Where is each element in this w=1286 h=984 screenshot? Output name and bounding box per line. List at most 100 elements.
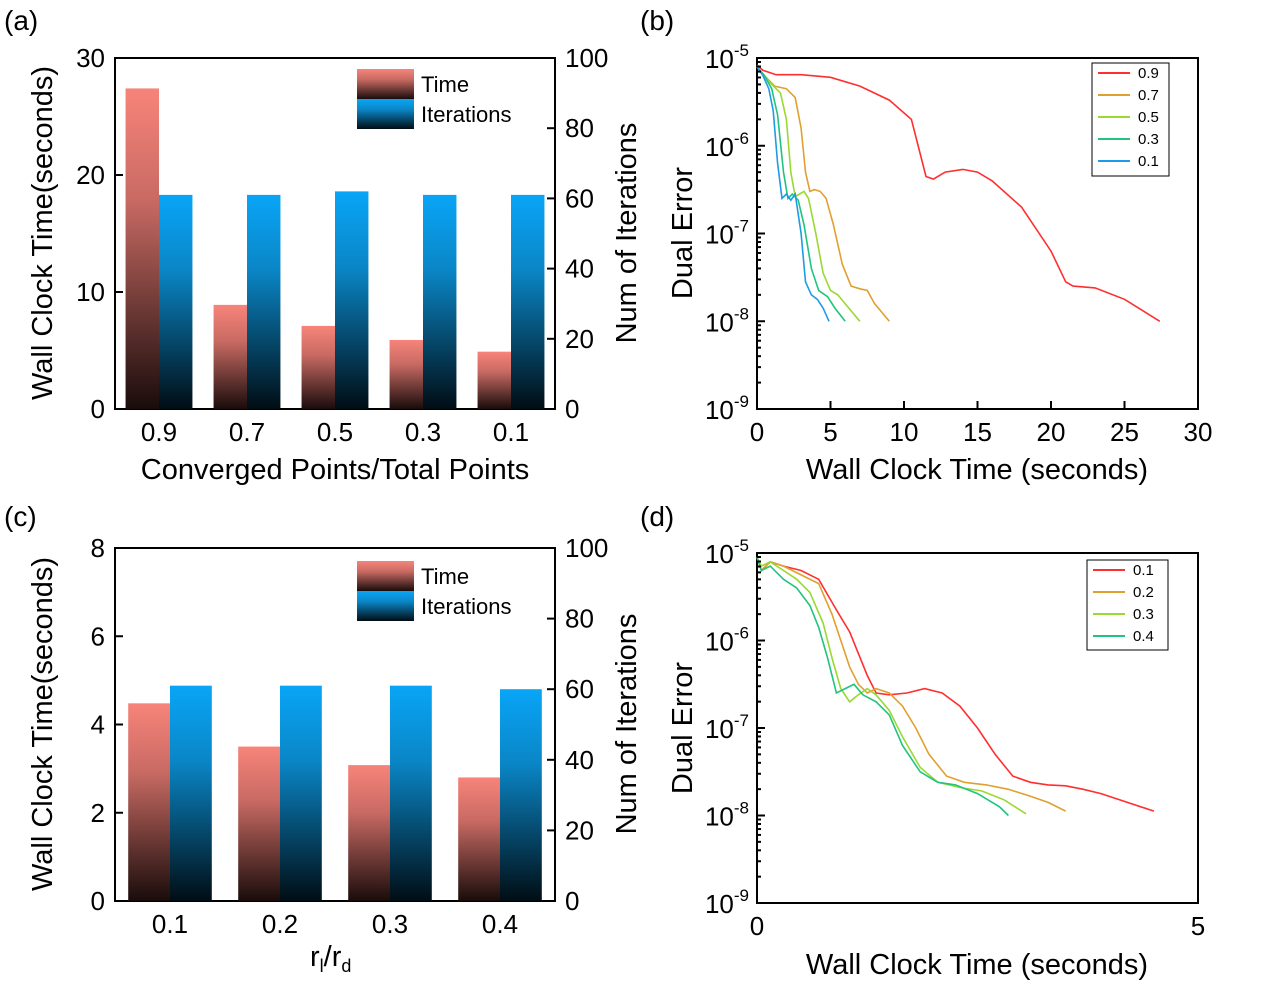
- panel-b-series-line: [756, 64, 1161, 322]
- panel-d-ytick-label: 10-5: [705, 536, 749, 569]
- panel-b-ytick-label: 10-7: [705, 217, 749, 250]
- panel-c-ylabel-left: Wall Clock Time(seconds): [27, 557, 59, 891]
- panel-b-xlabel: Wall Clock Time (seconds): [806, 454, 1148, 486]
- panel-c-bar-iterations: [500, 689, 542, 901]
- panel-d-legend-label: 0.3: [1133, 606, 1154, 623]
- legend-a-iter-label: Iterations: [421, 102, 512, 127]
- panel-c-ytick-right-label: 100: [565, 533, 608, 563]
- legend-c-time-label: Time: [421, 564, 469, 589]
- panel-d-ticks: 0 5 10-9 10-8 10-7 10-6 10-5: [705, 536, 1205, 941]
- legend-c-iter-swatch: [357, 591, 414, 621]
- panel-d-ytick-label: 10-8: [705, 799, 749, 832]
- panel-b-xtick-label: 30: [1184, 417, 1213, 447]
- panel-b-series-line: [756, 66, 890, 322]
- panel-d-series-line: [756, 557, 1067, 812]
- panel-c-bars: [128, 685, 542, 901]
- panel-a-ylabel-right: Num of Iterations: [611, 123, 643, 344]
- panel-b-ticks: 0 5 10 15 20 25 30 10-9 10-8 10-7 10-6 10-5: [705, 41, 1213, 447]
- panel-d-series-line: [756, 557, 1027, 815]
- panel-c-xtick-label: 0.4: [482, 909, 518, 939]
- panel-b-ytick-label: 10-5: [705, 41, 749, 74]
- panel-c-xtick-label: 0.2: [262, 909, 298, 939]
- panel-b-series-line: [756, 66, 846, 322]
- panel-a-ytick-left-label: 30: [76, 43, 105, 73]
- panel-b-ytick-label: 10-8: [705, 304, 749, 337]
- panel-c-ytick-right-label: 20: [565, 815, 594, 845]
- panel-a-bar-iterations: [423, 194, 457, 409]
- panel-b-xtick-label: 5: [823, 417, 837, 447]
- panel-b-ytick-label: 10-6: [705, 129, 749, 162]
- panel-d-lines: [756, 557, 1155, 817]
- legend-a-time-swatch: [357, 69, 414, 99]
- panel-b-xtick-label: 25: [1110, 417, 1139, 447]
- legend-b-box: [1091, 62, 1170, 177]
- panel-a-bar-time: [125, 88, 159, 410]
- panel-d-ytick-label: 10-6: [705, 624, 749, 657]
- panel-c-bar-iterations: [170, 685, 212, 901]
- panel-a-ytick-right-label: 60: [565, 183, 594, 213]
- panel-c-bar-time: [128, 703, 170, 901]
- panel-a-ytick-left-label: 0: [91, 394, 105, 424]
- panel-c-ylabel-right: Num of Iterations: [611, 614, 643, 835]
- panel-label-a: (a): [4, 5, 38, 36]
- panel-b-legend-label: 0.7: [1138, 87, 1159, 104]
- panel-b-xtick-label: 15: [963, 417, 992, 447]
- panel-b-ylabel: Dual Error: [667, 167, 699, 299]
- panel-b-lines: [756, 64, 1161, 322]
- panel-c-bar-time: [348, 765, 390, 901]
- panel-label-c: (c): [4, 501, 37, 532]
- panel-c-ytick-left-label: 0: [91, 886, 105, 916]
- panel-a-bar-iterations: [335, 191, 369, 409]
- panel-b-legend-label: 0.5: [1138, 109, 1159, 126]
- panel-d-xtick-label: 0: [750, 911, 764, 941]
- panel-c-ytick-left-label: 2: [91, 798, 105, 828]
- panel-a-ytick-right-label: 0: [565, 394, 579, 424]
- panel-b-xtick-label: 20: [1037, 417, 1066, 447]
- legend-b: 0.9 0.7 0.5 0.3 0.1: [1098, 65, 1159, 170]
- panel-a-xlabel: Converged Points/Total Points: [141, 454, 530, 486]
- panel-d-series-line: [756, 557, 1155, 812]
- panel-a-bar-time: [477, 351, 511, 409]
- panel-a-bars: [125, 88, 545, 410]
- panel-d-ylabel: Dual Error: [667, 662, 699, 794]
- legend-c-iter-label: Iterations: [421, 594, 512, 619]
- panel-c-bar-time: [238, 746, 280, 901]
- panel-a-bar-time: [213, 304, 247, 409]
- panel-b-legend-label: 0.1: [1138, 153, 1159, 170]
- panel-a-ytick-right-label: 100: [565, 43, 608, 73]
- panel-a-bar-iterations: [247, 194, 281, 409]
- panel-c-ytick-right-label: 0: [565, 886, 579, 916]
- legend-a-time-label: Time: [421, 72, 469, 97]
- panel-a-xtick-label: 0.3: [405, 417, 441, 447]
- panel-a-ticks: 0.9 0.7 0.5 0.3 0.1 0 10 20 30 0 20 40 60 80 100: [76, 43, 608, 447]
- panel-c-xtick-label: 0.3: [372, 909, 408, 939]
- panel-a-bar-time: [389, 339, 423, 409]
- panel-c-xlabel: rl/rd: [310, 941, 351, 976]
- panel-c-ytick-left-label: 8: [91, 533, 105, 563]
- panel-d-legend-label: 0.1: [1133, 562, 1154, 579]
- panel-b-legend-label: 0.9: [1138, 65, 1159, 82]
- panel-d-xlabel: Wall Clock Time (seconds): [806, 949, 1148, 981]
- panel-a-ytick-left-label: 20: [76, 160, 105, 190]
- panel-a-bar-iterations: [511, 194, 545, 409]
- panel-c-ytick-right-label: 40: [565, 745, 594, 775]
- panel-d-legend-label: 0.2: [1133, 584, 1154, 601]
- panel-c-bar-iterations: [390, 685, 432, 901]
- panel-c-xtick-label: 0.1: [152, 909, 188, 939]
- panel-d-ytick-label: 10-9: [705, 886, 749, 919]
- panel-c-ytick-left-label: 4: [91, 710, 105, 740]
- panel-c-ytick-left-label: 6: [91, 621, 105, 651]
- panel-b-series-line: [756, 66, 861, 322]
- panel-a-ytick-right-label: 20: [565, 324, 594, 354]
- panel-d-line-chart: 0 5 10-9 10-8 10-7 10-6 10-5 0.1 0.2 0.3 0.4 Wall…: [667, 536, 1205, 981]
- panel-a-bar-time: [301, 325, 335, 409]
- panel-c-bar-time: [458, 777, 500, 901]
- panel-b-ytick-label: 10-9: [705, 392, 749, 425]
- panel-a-ytick-left-label: 10: [76, 277, 105, 307]
- panel-a-ylabel-left: Wall Clock Time(seconds): [27, 66, 59, 400]
- panel-b-xtick-label: 0: [750, 417, 764, 447]
